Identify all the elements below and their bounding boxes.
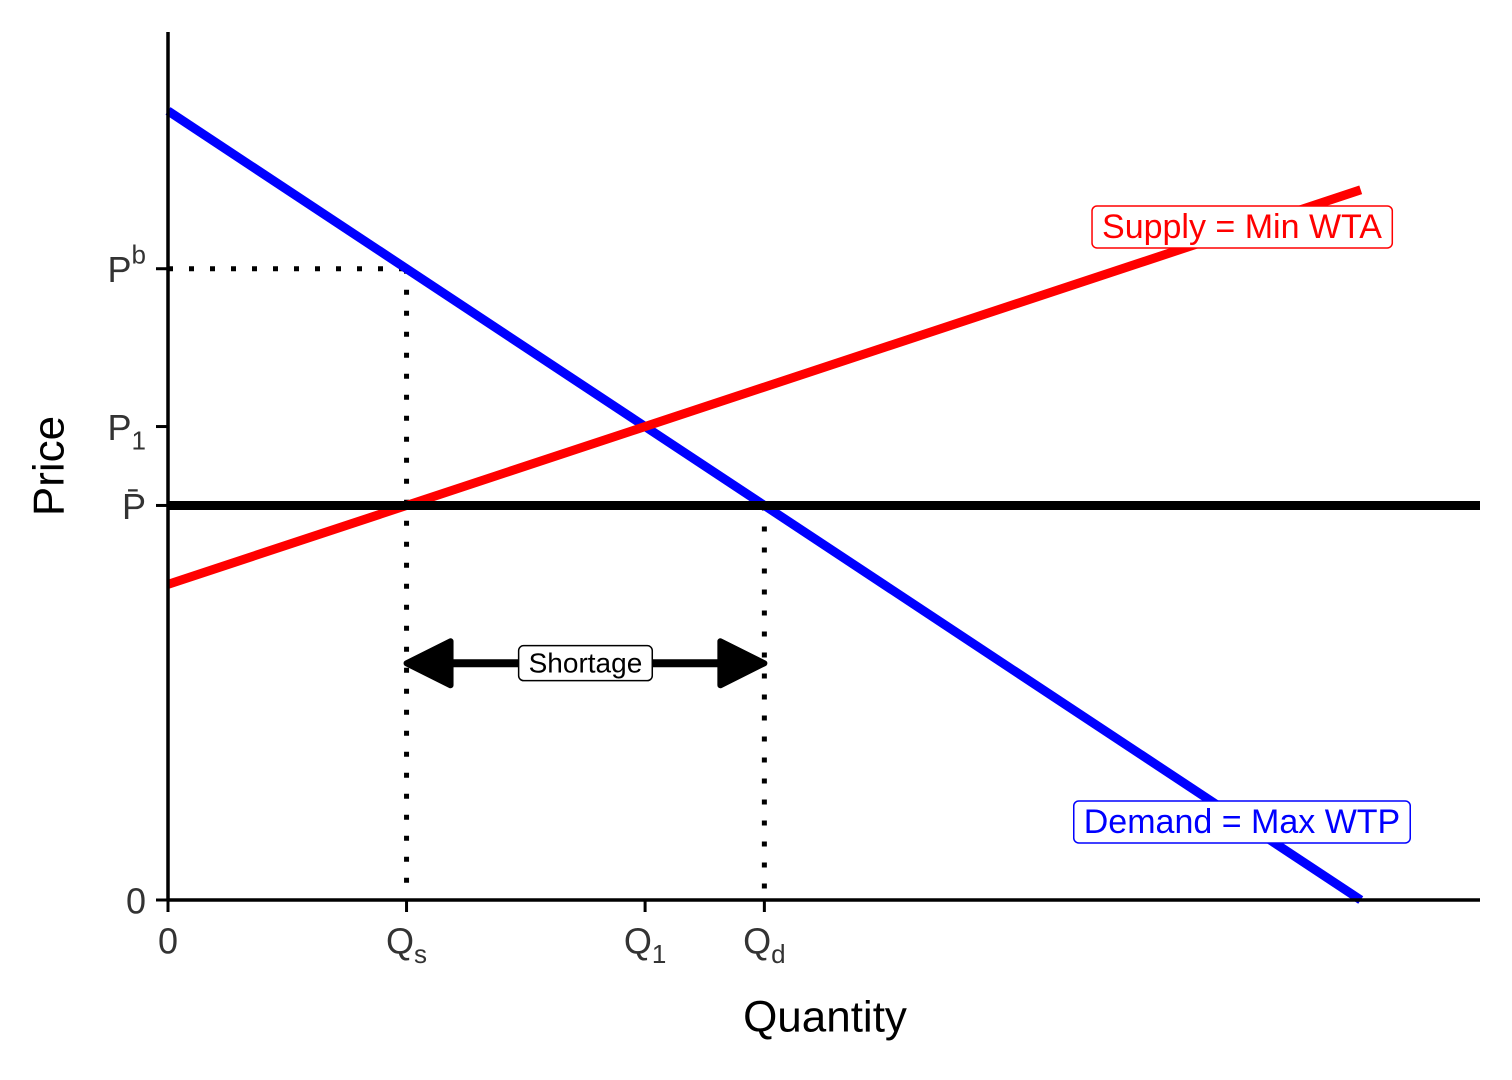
series-label: Demand = Max WTP (1073, 800, 1411, 844)
series-label-box (1073, 800, 1411, 844)
y-tick-label: Pb (108, 240, 146, 291)
arrow-head (403, 638, 454, 689)
x-axis-title: Quantity (743, 993, 907, 1042)
series-label: Supply = Min WTA (1091, 205, 1394, 249)
y-tick-label: 0 (126, 881, 146, 922)
annotation-box (517, 644, 654, 682)
series-label-text: Demand = Max WTP (1084, 803, 1400, 841)
x-tick-label: Q1 (624, 921, 666, 969)
series-label-text: Supply = Min WTA (1102, 208, 1382, 246)
series-line (166, 185, 1363, 589)
annotation-text: Shortage (529, 648, 643, 679)
annotation: Shortage (517, 644, 654, 682)
series-label-box (1091, 205, 1394, 249)
arrow-head (717, 638, 768, 689)
x-tick-label: Qs (386, 921, 427, 969)
y-axis-title: Price (25, 416, 74, 516)
x-tick-label: 0 (158, 921, 178, 962)
x-tick-label: Qd (743, 921, 785, 969)
y-tick-label: P̄ (122, 486, 146, 527)
y-tick-label: P1 (108, 407, 146, 455)
